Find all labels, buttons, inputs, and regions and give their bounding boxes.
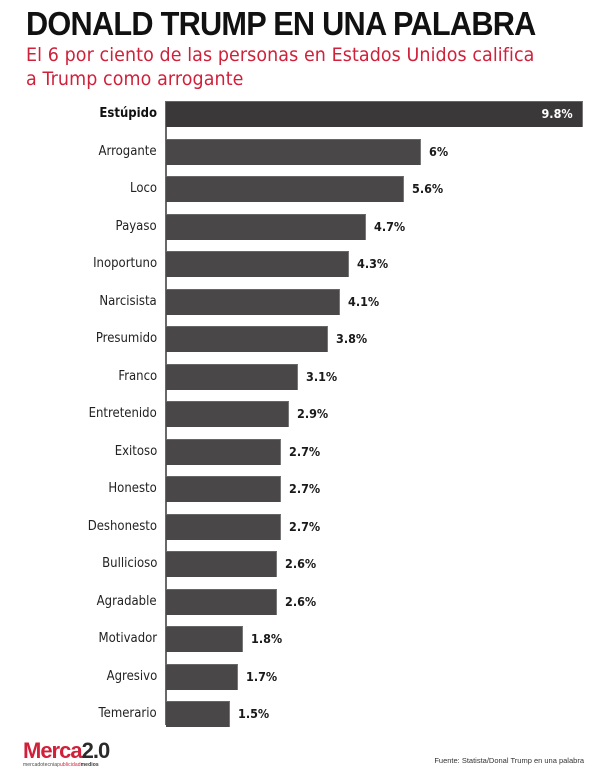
category-label: Franco [118,368,157,384]
bar [166,213,366,240]
value-label: 4.1% [348,293,380,309]
category-label: Motivador [98,631,157,646]
value-label: 5.6% [412,181,444,196]
category-label: Bullicioso [101,556,157,571]
category-label: Estúpido [99,106,157,121]
bar-row: Temerario 1.5% [0,701,600,727]
chart-subtitle: El 6 por ciento de las personas en Estad… [26,44,535,90]
value-label: 2.7% [289,481,321,496]
value-label: 2.6% [285,556,317,571]
bar-row: Honesto 2.7% [0,476,600,502]
bar-row: Arrogante 6% [0,138,600,165]
bar [166,251,349,277]
category-label: Loco [129,181,157,196]
bar [166,551,277,577]
source-note: Fuente: Statista/Donal Trump en una pala… [434,756,584,765]
bar [166,476,281,502]
bar [166,138,421,165]
value-label: 4.7% [374,218,406,234]
bar [166,663,238,690]
bar [166,363,298,390]
category-label: Exitoso [114,443,157,459]
bar-row: Motivador 1.8% [0,626,600,652]
value-label: 1.5% [238,706,270,721]
tagline-part: medios [80,762,99,768]
category-label: Arrogante [98,143,157,159]
bar-row: Estúpido 9.8% [0,101,600,127]
bar [166,176,404,202]
logo-merca-text: Merca [23,738,83,763]
bar [166,701,230,727]
category-label: Agradable [97,593,157,609]
category-label: Narcisista [99,293,157,309]
category-label: Temerario [98,706,157,721]
value-label: 2.7% [289,443,321,459]
category-label: Agresivo [106,668,157,684]
bar-row: Deshonesto 2.7% [0,513,600,540]
bar [166,401,289,427]
value-label: 3.1% [306,368,338,384]
category-label: Inoportuno [93,256,157,271]
value-label: 4.3% [357,256,389,271]
category-label: Deshonesto [87,518,157,534]
bar [166,288,340,315]
bar-row: Narcisista 4.1% [0,288,600,315]
bar-row: Entretenido 2.9% [0,401,600,427]
bar-row: Loco 5.6% [0,176,600,202]
category-label: Payaso [115,218,157,234]
logo-tagline: mercadotecniapublicidadmedios [23,762,109,769]
bar-row: Payaso 4.7% [0,213,600,240]
bar-row: Presumido 3.8% [0,326,600,352]
category-label: Honesto [108,481,157,496]
bar [166,326,328,352]
tagline-part: publicidad [57,762,81,768]
value-label: 2.6% [285,593,317,609]
bar [166,626,243,652]
bar-row: Franco 3.1% [0,363,600,390]
value-label: 3.8% [336,331,368,346]
value-label: 1.8% [251,631,283,646]
bar [166,513,281,540]
bar [166,438,281,465]
bar [166,588,277,615]
value-label: 1.7% [246,668,278,684]
category-label: Presumido [95,331,157,346]
bar-row: Bullicioso 2.6% [0,551,600,577]
merca-logo: Merca2.0 mercadotecniapublicidadmedios [23,738,111,769]
chart-title: DONALD TRUMP EN UNA PALABRA [26,5,536,42]
category-label: Entretenido [88,406,157,421]
bar-row: Agresivo 1.7% [0,663,600,690]
value-label: 9.8% [541,106,573,121]
logo-version-text: 2.0 [81,738,111,763]
bar-row: Exitoso 2.7% [0,438,600,465]
bar [166,101,583,127]
tagline-part: mercadotecnia [23,762,58,768]
bar-row: Agradable 2.6% [0,588,600,615]
bar-row: Inoportuno 4.3% [0,251,600,277]
value-label: 2.7% [289,518,321,534]
value-label: 6% [429,143,449,159]
value-label: 2.9% [297,406,329,421]
